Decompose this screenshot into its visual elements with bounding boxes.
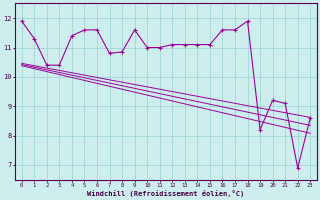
X-axis label: Windchill (Refroidissement éolien,°C): Windchill (Refroidissement éolien,°C)	[87, 190, 244, 197]
